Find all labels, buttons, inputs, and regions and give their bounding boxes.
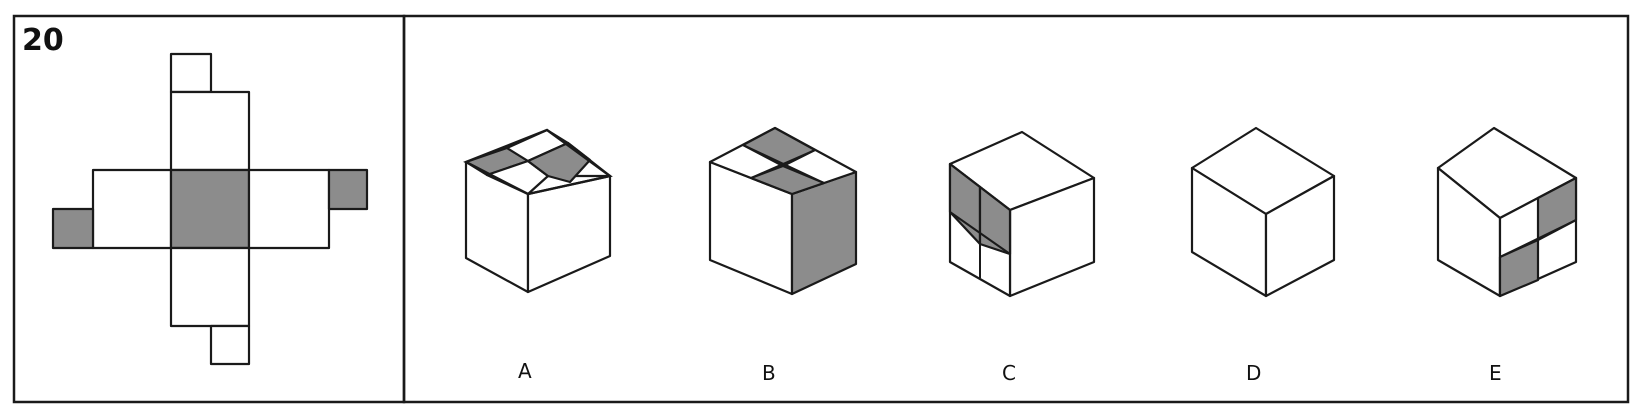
option-b-top-divider-2: [742, 144, 825, 184]
option-e-cube[interactable]: E: [1436, 126, 1578, 385]
net-face-bottom: [169, 246, 251, 328]
option-d-right-face: [1264, 174, 1336, 298]
option-a-right-face: [526, 174, 612, 294]
option-a-top-q4: [526, 141, 592, 184]
option-c-left-divider-h: [949, 211, 1011, 255]
cube-net: [51, 52, 369, 366]
option-a-top-outline: [463, 128, 613, 196]
option-c-cube[interactable]: C: [948, 130, 1096, 385]
option-b-label: B: [762, 361, 776, 385]
net-face-left: [91, 168, 173, 250]
option-e-right-divider-h: [1499, 219, 1577, 258]
net-tab-right: [327, 168, 369, 211]
net-face-top: [169, 90, 251, 172]
option-e-label: E: [1489, 361, 1502, 385]
net-face-center: [169, 168, 251, 250]
option-d-label: D: [1246, 361, 1261, 385]
option-b-cube[interactable]: B: [708, 126, 858, 385]
options-panel: [402, 14, 1630, 404]
option-d-cube[interactable]: D: [1190, 126, 1336, 385]
option-a-cube[interactable]: A: [463, 128, 613, 383]
net-tab-top: [169, 52, 213, 94]
net-tab-bottom: [209, 324, 251, 366]
question-number: 20: [22, 23, 64, 58]
option-a-label: A: [518, 359, 532, 383]
option-c-label: C: [1002, 361, 1016, 385]
net-face-right: [247, 168, 331, 250]
net-tab-left: [51, 207, 95, 250]
